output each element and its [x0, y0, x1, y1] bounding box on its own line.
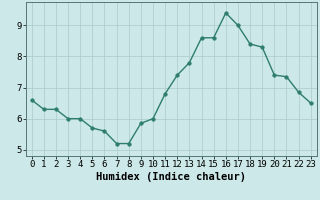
X-axis label: Humidex (Indice chaleur): Humidex (Indice chaleur): [96, 172, 246, 182]
